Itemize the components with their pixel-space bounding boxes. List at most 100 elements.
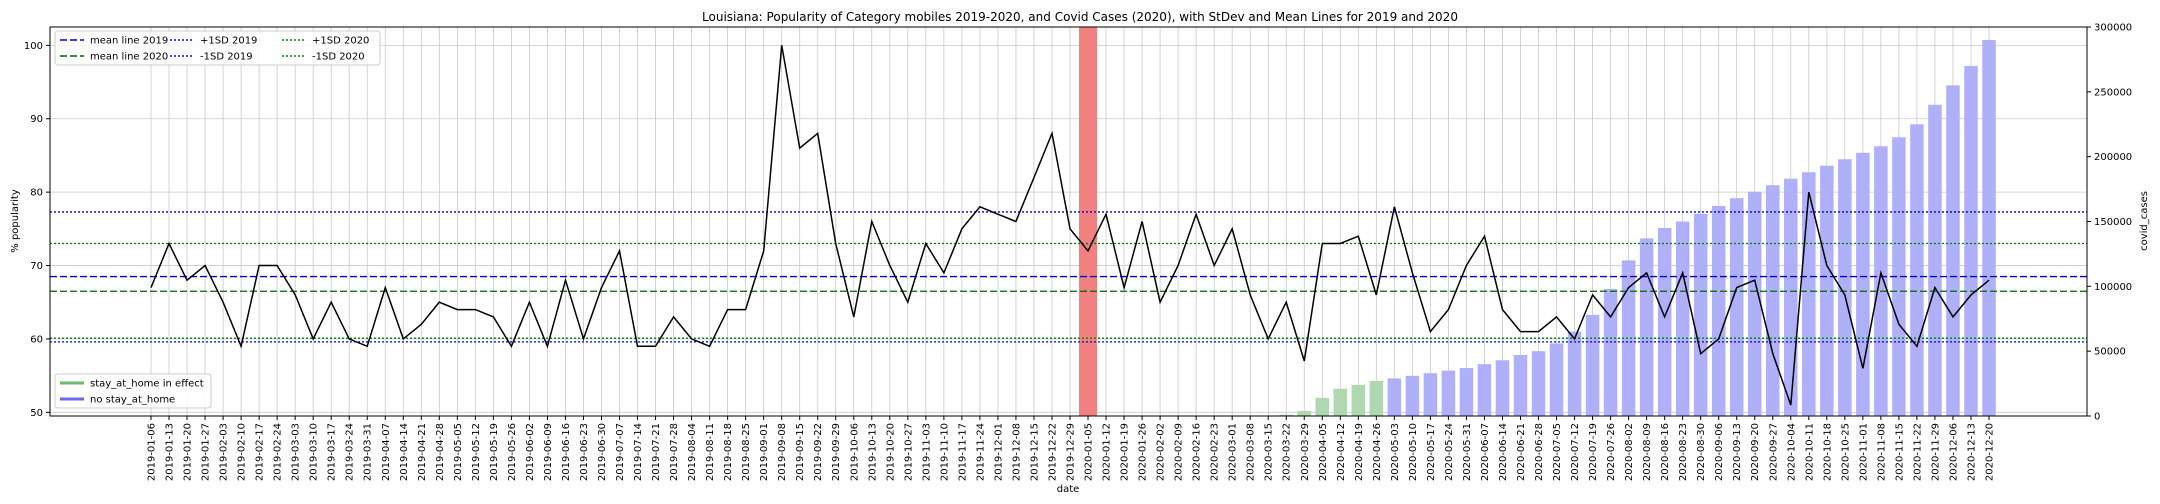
x-tick-label: 2020-09-13 bbox=[1732, 423, 1743, 481]
x-tick-label: 2020-03-22 bbox=[1282, 423, 1293, 481]
x-tick-label: 2019-06-23 bbox=[579, 423, 590, 481]
covid-bar bbox=[1531, 351, 1546, 416]
x-axis: 2019-01-06 2019-01-13 2019-01-20 2019-01-27… bbox=[147, 416, 1996, 481]
x-tick-label: 2019-09-22 bbox=[813, 423, 824, 481]
covid-bar bbox=[1513, 355, 1528, 416]
x-tick-label: 2020-12-13 bbox=[1967, 423, 1978, 481]
x-tick-label: 2020-07-26 bbox=[1606, 423, 1617, 481]
legend-top-label: -1SD 2019 bbox=[200, 52, 253, 63]
x-tick-label: 2019-10-06 bbox=[849, 423, 860, 481]
x-tick-label: 2020-12-06 bbox=[1949, 423, 1960, 481]
x-tick-label: 2020-02-16 bbox=[1192, 423, 1203, 481]
x-tick-label: 2019-01-13 bbox=[165, 423, 176, 481]
x-tick-label: 2019-05-19 bbox=[489, 423, 500, 481]
x-tick-label: 2019-08-11 bbox=[705, 423, 716, 481]
covid-bar bbox=[1856, 152, 1870, 416]
popularity-polyline bbox=[150, 45, 1990, 406]
legend-top: mean line 2019 +1SD 2019 +1SD 2020 mean lin… bbox=[54, 30, 381, 66]
legend-top-label: mean line 2019 bbox=[90, 36, 168, 47]
covid-bar bbox=[1838, 159, 1852, 416]
x-tick-label: 2020-05-24 bbox=[1444, 423, 1455, 481]
x-tick-label: 2019-01-27 bbox=[201, 423, 212, 481]
x-tick-label: 2019-07-07 bbox=[615, 423, 626, 481]
x-tick-label: 2019-12-22 bbox=[1048, 423, 1059, 481]
legend-top-label: -1SD 2020 bbox=[312, 52, 365, 63]
x-tick-label: 2019-11-24 bbox=[975, 423, 986, 481]
legend-top-label: +1SD 2020 bbox=[312, 36, 369, 47]
x-tick-label: 2019-05-05 bbox=[453, 423, 464, 481]
legend-bottom-label: no stay_at_home bbox=[90, 395, 175, 406]
x-tick-label: 2019-08-18 bbox=[723, 423, 734, 481]
covid-bar bbox=[1405, 375, 1420, 416]
reference-lines bbox=[50, 211, 2087, 343]
x-tick-label: 2019-06-30 bbox=[597, 423, 608, 481]
x-tick-label: 2020-02-02 bbox=[1156, 423, 1167, 481]
x-tick-label: 2020-02-23 bbox=[1210, 423, 1221, 481]
y-tick-label-right: 150000 bbox=[2094, 217, 2132, 228]
x-tick-label: 2020-03-29 bbox=[1300, 423, 1311, 481]
x-tick-label: 2020-08-30 bbox=[1696, 423, 1707, 481]
y-axis-right-label: covid_cases bbox=[2139, 191, 2150, 251]
covid-bar bbox=[1585, 314, 1600, 416]
x-tick-label: 2019-02-03 bbox=[219, 423, 230, 481]
covid-bar bbox=[1675, 221, 1690, 416]
x-tick-label: 2020-09-06 bbox=[1714, 423, 1725, 481]
covid-bar bbox=[1711, 205, 1726, 416]
y-tick-label-right: 100000 bbox=[2094, 282, 2132, 293]
x-tick-label: 2019-07-21 bbox=[651, 423, 662, 481]
y-tick-label-right: 200000 bbox=[2094, 152, 2132, 163]
x-tick-label: 2020-07-05 bbox=[1552, 423, 1563, 481]
covid-bar bbox=[1693, 213, 1708, 416]
covid-bar bbox=[1459, 368, 1474, 416]
x-tick-label: 2019-08-25 bbox=[741, 423, 752, 481]
covid-bar bbox=[1279, 414, 1293, 416]
x-tick-label: 2020-11-29 bbox=[1930, 423, 1941, 481]
y-tick-label-right: 250000 bbox=[2094, 87, 2132, 98]
x-tick-label: 2020-04-12 bbox=[1336, 423, 1347, 481]
x-tick-label: 2020-05-03 bbox=[1390, 423, 1401, 481]
x-tick-label: 2020-05-10 bbox=[1408, 423, 1419, 481]
x-tick-label: 2019-09-01 bbox=[759, 423, 770, 481]
x-tick-label: 2020-08-02 bbox=[1624, 423, 1635, 481]
covid-bar bbox=[1784, 178, 1798, 416]
x-tick-label: 2019-12-01 bbox=[993, 423, 1004, 481]
covid-bar bbox=[1874, 146, 1888, 416]
y-tick-label-left: 70 bbox=[30, 261, 43, 272]
y-tick-label-right: 50000 bbox=[2094, 347, 2126, 358]
x-tick-label: 2020-05-17 bbox=[1426, 423, 1437, 481]
x-tick-label: 2019-03-10 bbox=[309, 423, 320, 481]
covid-bar bbox=[1315, 397, 1330, 416]
x-tick-label: 2019-12-15 bbox=[1030, 423, 1041, 481]
highlight-band-rect bbox=[1079, 27, 1098, 416]
x-tick-label: 2020-01-12 bbox=[1102, 423, 1113, 481]
covid-bar bbox=[1747, 191, 1762, 416]
x-tick-label: 2019-03-24 bbox=[345, 423, 356, 481]
x-tick-label: 2019-07-28 bbox=[669, 423, 680, 481]
covid-bar bbox=[1441, 370, 1456, 416]
x-tick-label: 2019-11-10 bbox=[939, 423, 950, 481]
x-tick-label: 2019-02-17 bbox=[255, 423, 266, 481]
grid bbox=[50, 27, 2087, 416]
y-axis-left: 50 60 70 80 90 100 bbox=[24, 41, 50, 419]
x-tick-label: 2019-04-07 bbox=[381, 423, 392, 481]
y-tick-label-right: 300000 bbox=[2094, 23, 2132, 34]
x-tick-label: 2020-02-09 bbox=[1174, 423, 1185, 481]
x-tick-label: 2020-09-27 bbox=[1768, 423, 1779, 481]
x-tick-label: 2020-10-04 bbox=[1786, 423, 1797, 481]
y-tick-label-left: 50 bbox=[30, 408, 43, 419]
x-tick-label: 2019-04-28 bbox=[435, 423, 446, 481]
x-tick-label: 2019-06-02 bbox=[525, 423, 536, 481]
x-tick-label: 2020-01-19 bbox=[1120, 423, 1131, 481]
x-tick-label: 2020-06-28 bbox=[1534, 423, 1545, 481]
covid-bar bbox=[1333, 388, 1348, 416]
x-tick-label: 2020-11-01 bbox=[1858, 423, 1869, 481]
x-tick-label: 2020-07-19 bbox=[1588, 423, 1599, 481]
x-tick-label: 2020-08-09 bbox=[1642, 423, 1653, 481]
x-tick-label: 2019-07-14 bbox=[633, 423, 644, 481]
x-tick-label: 2019-06-16 bbox=[561, 423, 572, 481]
y-tick-label-left: 100 bbox=[24, 41, 43, 52]
x-tick-label: 2019-09-15 bbox=[795, 423, 806, 481]
covid-bar bbox=[1477, 364, 1492, 416]
x-tick-label: 2019-02-10 bbox=[237, 423, 248, 481]
x-tick-label: 2020-04-05 bbox=[1318, 423, 1329, 481]
